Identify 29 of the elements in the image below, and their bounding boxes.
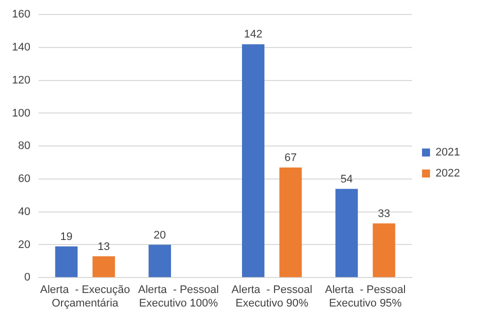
bar <box>148 244 172 278</box>
y-tick-label: 40 <box>18 206 30 218</box>
data-label: 20 <box>154 229 166 242</box>
y-tick-label: 0 <box>24 272 30 284</box>
legend-label: 2022 <box>436 168 460 180</box>
data-label: 142 <box>244 28 262 41</box>
y-tick-label: 20 <box>18 238 30 251</box>
data-label: 54 <box>340 173 353 186</box>
x-tick-label: Alerta - Pessoal Executivo 100% <box>138 284 219 310</box>
x-tick-label: Alerta - Execução Orçamentária <box>40 284 130 310</box>
y-tick-label: 160 <box>12 8 30 21</box>
bar <box>55 246 78 278</box>
y-tick-label: 60 <box>18 173 30 186</box>
data-label: 33 <box>378 208 390 220</box>
bar <box>372 223 396 278</box>
data-label: 67 <box>284 152 297 164</box>
data-label: 19 <box>60 230 73 243</box>
bar <box>279 167 302 278</box>
y-tick-label: 120 <box>12 74 30 86</box>
x-tick-label: Alerta - Pessoal Executivo 90% <box>232 284 312 310</box>
y-tick-label: 100 <box>12 107 30 120</box>
y-tick-label: 140 <box>12 42 30 54</box>
data-label: 13 <box>98 240 110 253</box>
bar <box>92 256 115 278</box>
legend-label: 2021 <box>436 146 460 159</box>
bar <box>242 44 264 278</box>
bar <box>335 188 358 278</box>
y-tick-label: 80 <box>18 140 30 152</box>
x-tick-label: Alerta - Pessoal Executivo 95% <box>324 284 406 310</box>
